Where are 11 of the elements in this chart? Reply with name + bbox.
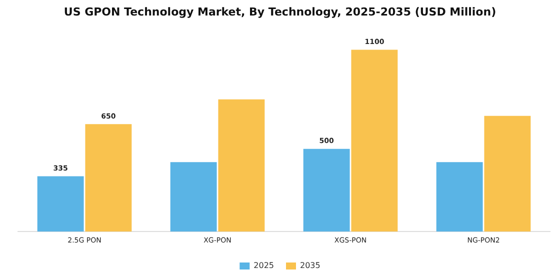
bar [484, 116, 531, 232]
bar [351, 50, 398, 232]
bar [85, 124, 132, 232]
bar [303, 148, 350, 232]
bar [37, 176, 84, 232]
chart-title: US GPON Technology Market, By Technology, 2025-2035 (USD Million) [64, 5, 496, 18]
legend-label: 2035 [300, 261, 320, 270]
bar [170, 162, 217, 232]
legend-label: 2025 [254, 261, 274, 270]
bar [218, 99, 265, 232]
bar [436, 162, 483, 232]
